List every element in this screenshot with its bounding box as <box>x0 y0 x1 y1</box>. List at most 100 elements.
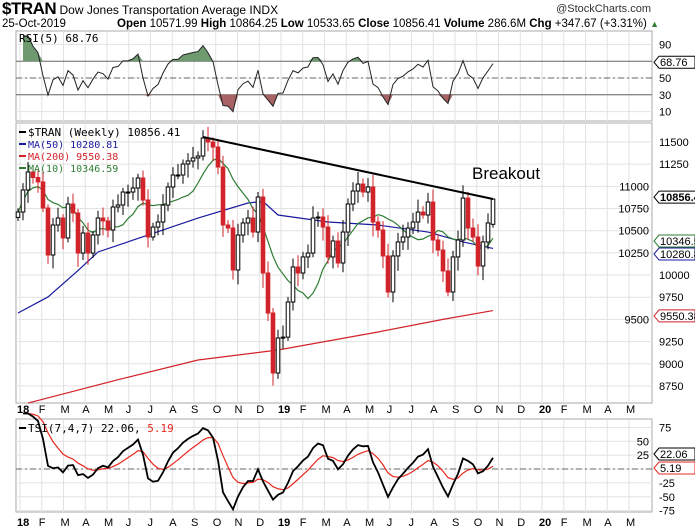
rsi-fill <box>193 51 198 62</box>
month-label: D <box>517 517 525 529</box>
rsi-fill <box>443 94 448 104</box>
month-label: J <box>409 404 415 416</box>
ma50-value-tag-box <box>653 247 695 261</box>
month-label: M <box>322 517 331 529</box>
candle-body <box>20 189 26 213</box>
ma10-value-tag: 10346.59 <box>660 236 695 248</box>
copyright: @StockCharts.com <box>556 3 651 15</box>
month-label: 19 <box>278 517 290 529</box>
ma10-legend: MA(10) 10346.59 <box>28 164 118 175</box>
tsi-tick-label: -75 <box>659 506 675 518</box>
month-label: A <box>604 404 612 416</box>
candle-body <box>200 137 206 157</box>
candle-body <box>95 217 101 236</box>
high-label: High <box>200 18 227 30</box>
candle-body <box>485 222 491 243</box>
month-label: M <box>365 517 374 529</box>
candle-body <box>310 217 316 254</box>
month-label: A <box>343 517 351 529</box>
candle-body <box>345 203 351 233</box>
candle-body <box>465 197 471 229</box>
candle-body <box>15 211 21 218</box>
candle-body <box>285 301 291 338</box>
rsi-fill <box>33 46 38 62</box>
candle-body <box>100 217 106 222</box>
month-label: F <box>39 517 46 529</box>
candle-body <box>385 255 391 293</box>
candle-body <box>35 176 41 183</box>
candle-body <box>160 204 166 223</box>
month-label: M <box>365 404 374 416</box>
month-label: M <box>61 517 70 529</box>
month-label: F <box>39 404 46 416</box>
price-tick-label: 10750 <box>618 204 649 216</box>
month-label: A <box>82 517 90 529</box>
price-tick-label: 10000 <box>659 270 690 282</box>
close-value-tag: 10856.41 <box>660 192 695 204</box>
panel-frame <box>15 122 653 404</box>
month-label: O <box>213 404 222 416</box>
candle-body <box>360 183 366 193</box>
candle-body <box>30 171 36 178</box>
ma10-value-tag-box <box>653 234 695 248</box>
chart-header: $TRAN Dow Jones Transportation Average I… <box>2 0 278 17</box>
month-label: F <box>300 517 307 529</box>
close-value-tag-box <box>653 190 695 204</box>
rsi-fill <box>223 94 228 107</box>
month-label: S <box>452 404 459 416</box>
volume-label: Volume <box>443 18 485 30</box>
candle-body <box>375 221 381 231</box>
candle-body <box>420 211 426 216</box>
ma50-legend: MA(50) 10280.81 <box>28 140 118 151</box>
month-label: F <box>300 404 307 416</box>
volume-value: 286.6M <box>487 18 527 30</box>
candle-body <box>185 160 191 165</box>
candle-body <box>40 181 46 209</box>
rsi-tick-label: 90 <box>659 39 671 51</box>
ma50-line <box>17 200 494 314</box>
rsi-line <box>23 35 494 113</box>
candle-body <box>355 183 361 192</box>
month-label: S <box>452 517 459 529</box>
month-label: D <box>256 517 264 529</box>
candle-body <box>295 266 301 274</box>
rsi-fill <box>268 94 273 107</box>
ma200-value-tag-box <box>653 309 695 323</box>
candle-body <box>395 241 401 257</box>
month-label: A <box>169 517 177 529</box>
candle-body <box>325 226 331 258</box>
rsi-fill <box>23 36 28 62</box>
close-value: 10856.41 <box>392 18 441 30</box>
month-label: 18 <box>17 517 29 529</box>
month-label: J <box>126 404 132 416</box>
candle-body <box>440 249 446 272</box>
candle-body <box>405 227 411 238</box>
month-label: A <box>169 404 177 416</box>
month-label: 19 <box>278 404 290 416</box>
month-label: M <box>583 517 592 529</box>
ma200-legend: MA(200) 9550.38 <box>28 152 118 163</box>
month-label: M <box>104 517 113 529</box>
rsi-fill <box>148 94 153 97</box>
candle-body <box>125 191 131 194</box>
rsi-value-tag: 68.76 <box>660 57 688 69</box>
candle-body <box>480 241 486 267</box>
candle-body <box>145 199 151 238</box>
price-tick-label: 9250 <box>659 337 683 349</box>
price-tick-label: 9500 <box>625 314 649 326</box>
month-label: D <box>256 404 264 416</box>
candle-body <box>460 197 466 241</box>
month-label: N <box>496 517 504 529</box>
candle-body <box>455 239 461 258</box>
price-tick-label: 10500 <box>618 226 649 238</box>
month-label: J <box>387 404 393 416</box>
month-label: M <box>61 404 70 416</box>
tsi-tick-label: -25 <box>659 478 675 490</box>
candle-body <box>135 177 141 189</box>
tsi-signal-legend: 5.19 <box>147 422 174 435</box>
candle-body <box>390 255 396 293</box>
candle-body <box>245 217 251 224</box>
month-label: F <box>561 517 568 529</box>
candle-body <box>85 232 91 254</box>
